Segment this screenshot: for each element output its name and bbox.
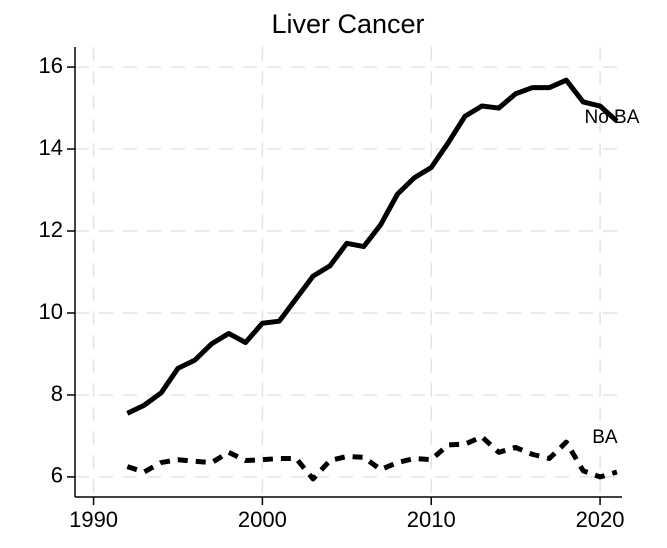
x-tick-label: 2020 [576,507,625,532]
y-tick-label: 10 [39,299,63,324]
y-tick-label: 14 [39,135,63,160]
line [126,77,619,416]
y-tick-label: 8 [51,381,63,406]
y-tick-label: 6 [51,463,63,488]
x-tick-label: 2000 [238,507,287,532]
series-label: BA [592,427,618,448]
y-tick-label: 12 [39,217,63,242]
x-tick-label: 2010 [407,507,456,532]
line [126,434,618,482]
series-label: No BA [584,107,639,128]
x-tick-label: 1990 [69,507,118,532]
chart-title: Liver Cancer [271,9,424,39]
y-tick-label: 16 [39,53,63,78]
